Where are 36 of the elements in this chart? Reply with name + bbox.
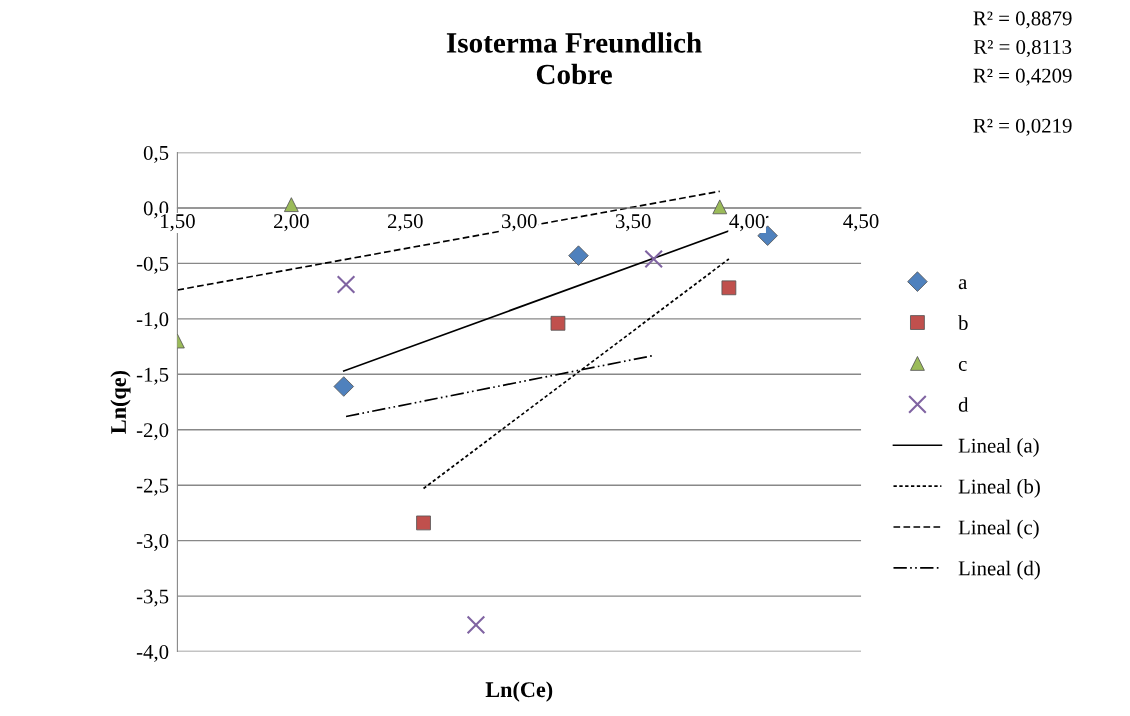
y-tick-label: -1,5 xyxy=(136,367,169,385)
legend-label: a xyxy=(958,279,968,290)
y-axis-title: Ln(qe) xyxy=(110,370,131,434)
legend-label: c xyxy=(958,360,967,371)
y-tick-label: -2,5 xyxy=(136,478,169,496)
text: R² = 0,0219 xyxy=(973,118,1072,136)
x-tick-label: 2,50 xyxy=(387,214,423,232)
point xyxy=(712,199,728,215)
legend-label: Lineal (a) xyxy=(958,438,1039,457)
y-tick-label: -1,0 xyxy=(136,312,169,330)
x-axis-title: Ln(Ce) xyxy=(485,681,553,702)
y-tick-label: -3,0 xyxy=(136,534,169,552)
y-tick-label: -3,5 xyxy=(136,589,169,607)
legend-label: d xyxy=(958,397,969,412)
x-tick-label: 3,00 xyxy=(502,214,537,232)
x-tick-label: 4,50 xyxy=(843,214,879,232)
legend-label: Lineal (c) xyxy=(958,519,1039,539)
x-tick-label: 4,00 xyxy=(729,214,765,232)
y-tick-label: -4,0 xyxy=(136,644,169,662)
chart-title: Isoterma Freundlich Cobre xyxy=(446,32,702,85)
point xyxy=(644,249,664,269)
point xyxy=(333,376,355,397)
point xyxy=(721,280,737,296)
y-tick-label: -0,5 xyxy=(136,256,169,274)
text: R² = 0,8879 xyxy=(973,11,1072,29)
x-tick-label: 3,50 xyxy=(615,214,651,232)
x-tick-label: 2,00 xyxy=(274,214,309,232)
point xyxy=(336,275,356,294)
y-tick-label: 0,5 xyxy=(143,145,169,163)
legend-label: Lineal (d) xyxy=(958,560,1040,580)
legend-label: b xyxy=(958,315,968,331)
text: R² = 0,8113 xyxy=(973,39,1072,58)
y-tick-label: -2,0 xyxy=(136,423,169,441)
legend-label: Lineal (b) xyxy=(958,478,1040,498)
point xyxy=(466,615,486,635)
text: R² = 0,4209 xyxy=(973,68,1072,86)
